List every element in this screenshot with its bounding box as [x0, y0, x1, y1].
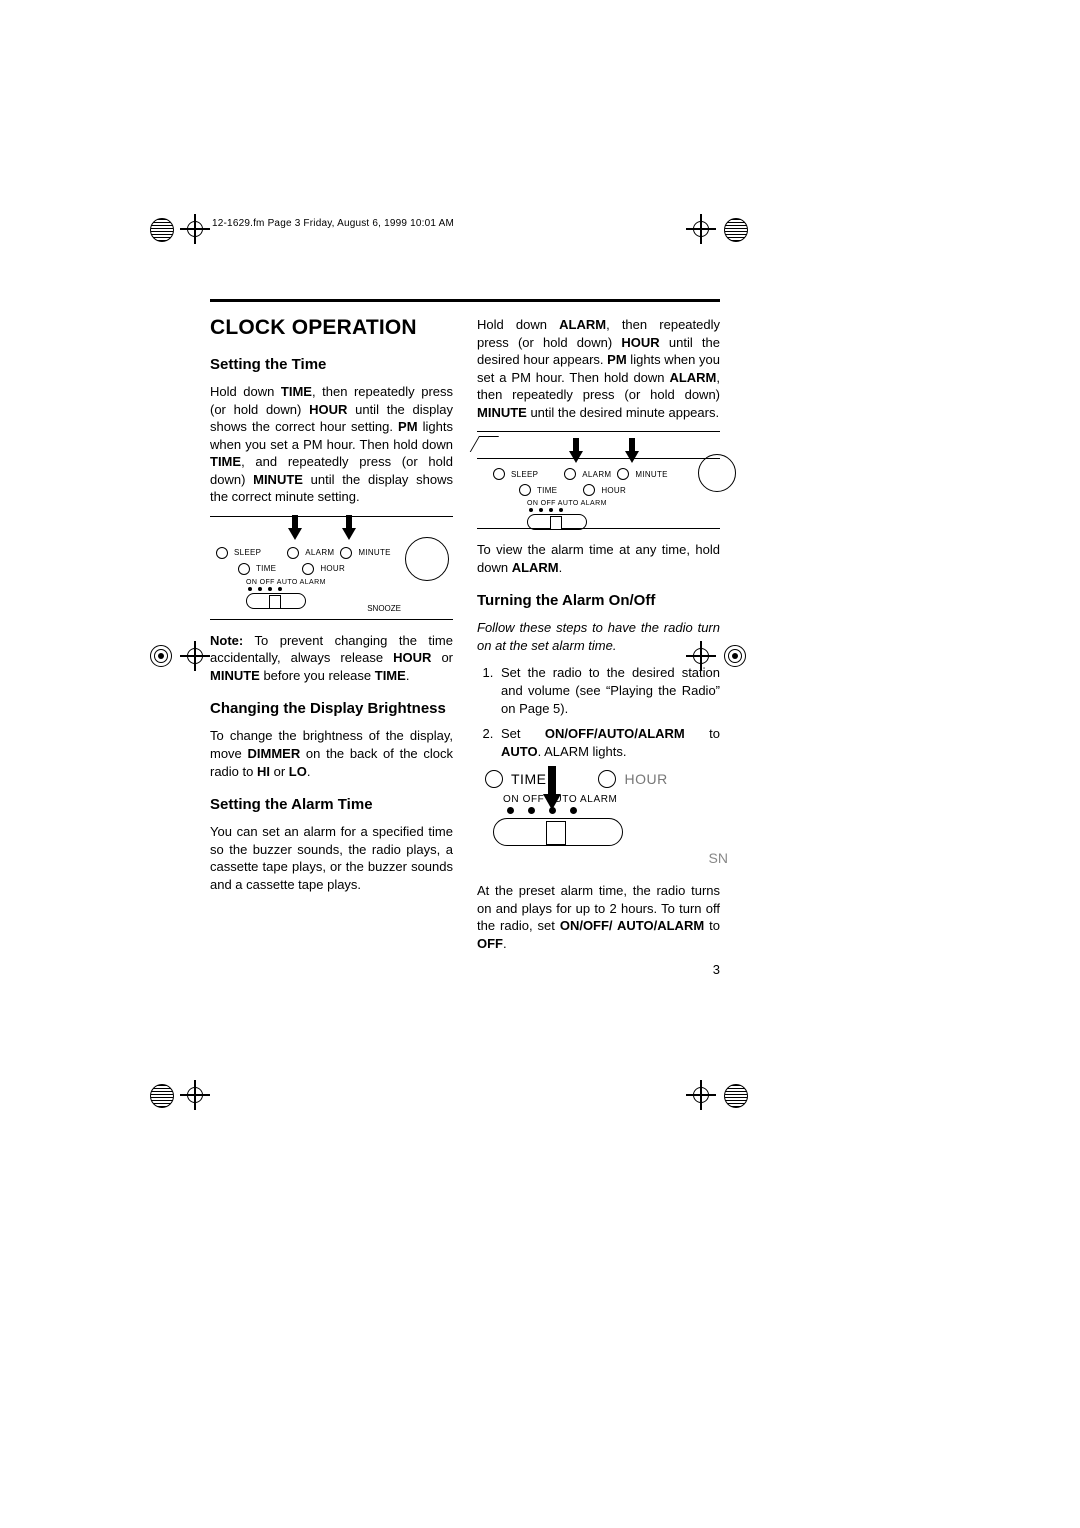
subhead-setting-time: Setting the Time	[210, 356, 453, 373]
label: HOUR	[320, 564, 345, 573]
button-icon	[340, 547, 352, 559]
para: Hold down ALARM, then repeatedly press (…	[477, 316, 720, 421]
label: HOUR	[624, 771, 667, 787]
corner-icon	[470, 436, 499, 452]
button-icon	[302, 563, 314, 575]
button-icon	[287, 547, 299, 559]
knob-icon	[698, 454, 736, 492]
label: TIME	[511, 771, 546, 787]
button-icon	[493, 468, 505, 480]
para: To change the brightness of the display,…	[210, 727, 453, 780]
step-list: Set the radio to the desired station and…	[477, 664, 720, 760]
top-rule	[210, 299, 720, 302]
page-number: 3	[477, 962, 720, 977]
arrow-icon	[342, 515, 356, 543]
crop-mark	[150, 218, 214, 242]
button-icon	[485, 770, 503, 788]
label: ALARM	[582, 470, 611, 479]
list-item: Set the radio to the desired station and…	[497, 664, 720, 717]
para: To view the alarm time at any time, hold…	[477, 541, 720, 576]
para-note: Note: To prevent changing the time accid…	[210, 632, 453, 685]
slider-icon	[527, 514, 587, 530]
subhead-brightness: Changing the Display Brightness	[210, 700, 453, 717]
knob-icon	[405, 537, 449, 581]
crop-mark	[150, 645, 214, 669]
label: ON OFF AUTO ALARM	[527, 500, 720, 507]
label: ALARM	[305, 548, 334, 557]
left-column: CLOCK OPERATION Setting the Time Hold do…	[210, 316, 453, 977]
para: Hold down TIME, then repeatedly press (o…	[210, 383, 453, 506]
label: SNOOZE	[367, 604, 401, 613]
label: HOUR	[601, 486, 626, 495]
page-content: 12-1629.fm Page 3 Friday, August 6, 1999…	[210, 218, 720, 977]
label: MINUTE	[635, 470, 667, 479]
switch-closeup-diagram: TIME HOUR ON OFF AUTO ALARM SN	[485, 770, 720, 870]
arrow-icon	[543, 766, 561, 816]
button-icon	[617, 468, 629, 480]
label: SLEEP	[511, 470, 538, 479]
slider-icon	[246, 593, 306, 609]
button-icon	[519, 484, 531, 496]
para: You can set an alarm for a specified tim…	[210, 823, 453, 893]
label: TIME	[537, 486, 557, 495]
button-icon	[238, 563, 250, 575]
label: SN	[709, 850, 728, 866]
control-diagram-alarm: SLEEP ALARM MINUTE TIME HOUR ON OFF AUTO…	[477, 431, 720, 529]
subhead-alarm-time: Setting the Alarm Time	[210, 796, 453, 813]
label: MINUTE	[358, 548, 390, 557]
subhead-alarm-onoff: Turning the Alarm On/Off	[477, 592, 720, 609]
arrow-icon	[569, 438, 583, 466]
label: SLEEP	[234, 548, 261, 557]
para: At the preset alarm time, the radio turn…	[477, 882, 720, 952]
slider-icon	[493, 818, 623, 846]
running-header: 12-1629.fm Page 3 Friday, August 6, 1999…	[212, 218, 720, 229]
arrow-icon	[288, 515, 302, 543]
crop-mark	[690, 1084, 754, 1108]
control-diagram-time: SLEEP ALARM MINUTE TIME HOUR ON OFF AUTO…	[210, 516, 453, 620]
two-column-layout: CLOCK OPERATION Setting the Time Hold do…	[210, 316, 720, 977]
label: TIME	[256, 564, 276, 573]
crop-mark	[150, 1084, 214, 1108]
list-item: Set ON/OFF/AUTO/ALARM to AUTO. ALARM lig…	[497, 725, 720, 760]
right-column: Hold down ALARM, then repeatedly press (…	[477, 316, 720, 977]
button-icon	[598, 770, 616, 788]
arrow-icon	[625, 438, 639, 466]
button-icon	[564, 468, 576, 480]
section-title: CLOCK OPERATION	[210, 316, 453, 340]
para-intro: Follow these steps to have the radio tur…	[477, 619, 720, 654]
button-icon	[583, 484, 595, 496]
label: ON OFF AUTO ALARM	[503, 794, 720, 805]
button-icon	[216, 547, 228, 559]
